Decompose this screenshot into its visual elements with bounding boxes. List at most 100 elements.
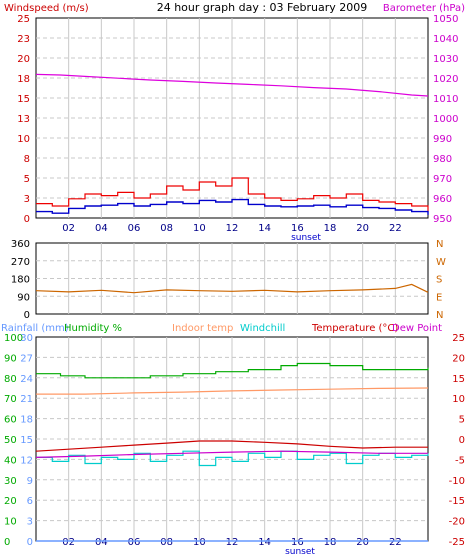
windspeed-tick-label: 23 <box>17 34 30 45</box>
humidity-tick-label: 0 <box>4 537 10 548</box>
rainfall-tick-label: 9 <box>27 476 33 487</box>
legend-entry: Rainfall (mm) <box>1 323 69 334</box>
humidity-tick-label: 30 <box>4 476 17 487</box>
rainfall-tick-label: 24 <box>20 374 33 385</box>
panel1-x-ticks: 02 04 06 08 10 12 14 16 18 20 22 <box>62 223 401 234</box>
wind-direction-line <box>35 283 429 294</box>
windspeed-tick-label: 18 <box>17 74 30 85</box>
rainfall-tick-label: 3 <box>27 517 33 528</box>
direction-tick-label: 270 <box>11 257 30 268</box>
panel1-x-tick-label: 14 <box>258 223 271 234</box>
panel3-sunset-label: sunset <box>285 547 315 557</box>
temperature-tick-label: 15 <box>452 374 465 385</box>
panel1-x-tick-label: 08 <box>160 223 173 234</box>
humidity-tick-label: 10 <box>4 517 17 528</box>
humidity-tick-label: 20 <box>4 496 17 507</box>
legend-entry: Temperature (°C) <box>311 323 398 334</box>
panel3-x-tick-label: 08 <box>160 537 173 548</box>
panel1-series <box>35 73 429 215</box>
rainfall-tick-label: 21 <box>20 394 33 405</box>
barometer-tick-label: 950 <box>433 214 452 225</box>
indoor-temp-line <box>36 387 429 395</box>
panel3-x-tick-label: 10 <box>193 537 206 548</box>
panel3-legend: Rainfall (mm)Humidity % Indoor temp Windch… <box>1 323 442 334</box>
panel1-x-tick-label: 16 <box>291 223 304 234</box>
legend-entry: Windchill <box>240 323 285 334</box>
legend-entry: Indoor temp <box>172 323 233 334</box>
legend-entry: Humidity % <box>64 323 122 334</box>
windspeed-tick-label: 5 <box>24 174 30 185</box>
windchill-line <box>36 450 429 467</box>
temperature-tick-label: 20 <box>452 353 465 364</box>
panel1-x-tick-label: 06 <box>128 223 141 234</box>
direction-tick-label: 90 <box>17 292 30 303</box>
panel2-left-ticks: 360 270 180 90 0 <box>11 239 30 321</box>
panel3-x-ticks: 02 04 06 08 10 12 14 16 18 20 22 <box>62 537 401 548</box>
direction-tick-label: 0 <box>24 310 30 321</box>
barometer-tick-label: 1010 <box>433 94 458 105</box>
rainfall-tick-label: 18 <box>20 415 33 426</box>
barometer-tick-label: 990 <box>433 134 452 145</box>
humidity-tick-label: 60 <box>4 415 17 426</box>
barometer-tick-label: 970 <box>433 174 452 185</box>
rainfall-tick-label: 0 <box>27 537 33 548</box>
barometer-tick-label: 1020 <box>433 74 458 85</box>
windspeed-tick-label: 10 <box>17 134 30 145</box>
humidity-tick-label: 70 <box>4 394 17 405</box>
panel1-x-tick-label: 12 <box>226 223 239 234</box>
barometer-tick-label: 1000 <box>433 114 458 125</box>
rainfall-tick-label: 6 <box>27 496 33 507</box>
temperature-tick-label: -25 <box>449 537 465 548</box>
compass-tick-label: W <box>436 257 446 268</box>
windspeed-tick-label: 3 <box>24 194 30 205</box>
rainfall-tick-label: 30 <box>20 333 33 344</box>
rainfall-tick-label: 27 <box>20 353 33 364</box>
windspeed-tick-label: 0 <box>24 214 30 225</box>
panel3-x-tick-label: 20 <box>356 537 369 548</box>
panel2-series <box>35 283 429 294</box>
temperature-tick-label: -5 <box>455 455 465 466</box>
rainfall-tick-label: 15 <box>20 435 33 446</box>
panel3-series <box>35 362 429 542</box>
panel1-x-tick-label: 18 <box>324 223 337 234</box>
panel3-x-tick-label: 02 <box>62 537 75 548</box>
rainfall-tick-label: 12 <box>20 455 33 466</box>
panel1-x-tick-label: 20 <box>356 223 369 234</box>
wind-gust-line <box>36 177 429 212</box>
compass-tick-label: E <box>436 292 442 303</box>
panel3-x-tick-label: 06 <box>128 537 141 548</box>
temperature-tick-label: -10 <box>449 476 465 487</box>
humidity-line <box>36 362 429 379</box>
barometer-tick-label: 1040 <box>433 34 458 45</box>
panel2-grid <box>36 243 428 314</box>
panel1-sunset-label: sunset <box>291 233 321 243</box>
panel3-x-tick-label: 14 <box>258 537 271 548</box>
temperature-tick-label: -15 <box>449 496 465 507</box>
panel3-x-tick-label: 22 <box>389 537 402 548</box>
temperature-tick-label: 5 <box>459 415 465 426</box>
legend-entry: Dew Point <box>392 323 442 334</box>
direction-tick-label: 180 <box>11 275 30 286</box>
humidity-tick-label: 40 <box>4 455 17 466</box>
panel1-grid <box>36 18 428 218</box>
compass-tick-label: S <box>436 275 442 286</box>
chart-title: 24 hour graph day : 03 February 2009 <box>157 1 368 14</box>
humidity-tick-label: 90 <box>4 353 17 364</box>
windspeed-tick-label: 8 <box>24 154 30 165</box>
barometer-line <box>35 73 429 97</box>
temperature-tick-label: 10 <box>452 394 465 405</box>
humidity-tick-label: 50 <box>4 435 17 446</box>
compass-tick-label: N <box>436 310 443 321</box>
barometer-tick-label: 1050 <box>433 14 458 25</box>
panel3-x-tick-label: 16 <box>291 537 304 548</box>
temperature-tick-label: 0 <box>459 435 465 446</box>
panel1-right-ticks: 1050 1040 1030 1020 1010 1000 990 980 970 960 950 <box>433 14 458 225</box>
windspeed-tick-label: 20 <box>17 54 30 65</box>
